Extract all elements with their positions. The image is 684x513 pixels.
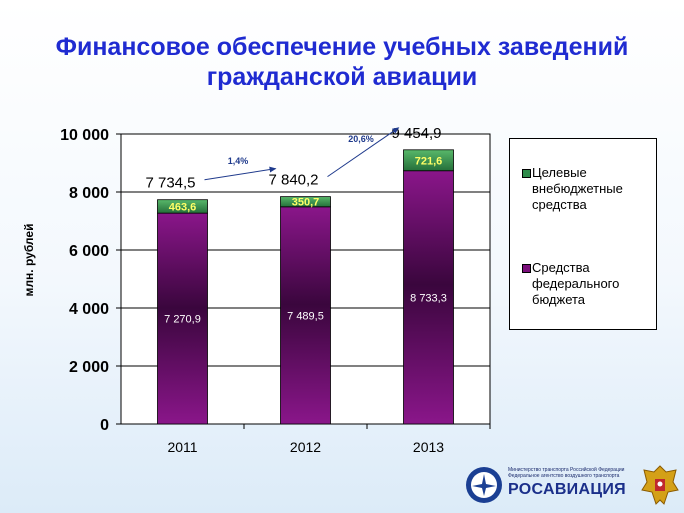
- growth-label-2012-2013: 20,6%: [348, 134, 374, 144]
- total-label-2012: 7 840,2: [268, 172, 318, 189]
- total-label-2013: 9 454,9: [391, 125, 441, 142]
- title-line-1: Финансовое обеспечение учебных заведений: [55, 33, 629, 61]
- x-tick-label-2012: 2012: [290, 439, 321, 455]
- data-label-federal-2013: 8 733,3: [410, 292, 447, 304]
- bar-extra-2013: [403, 149, 454, 172]
- legend-swatch-federal-budget: [522, 264, 531, 273]
- ministry-line-2: Федеральное агентство воздушного транспо…: [508, 473, 620, 479]
- growth-arrow-2012-2013: [327, 127, 400, 178]
- x-tick-label-2013: 2013: [413, 439, 444, 455]
- data-label-federal-2011: 7 270,9: [164, 314, 201, 326]
- bar-federal-2012: [280, 206, 331, 425]
- y-tick-label: 8 000: [69, 185, 109, 202]
- y-tick-label: 4 000: [69, 301, 109, 318]
- y-tick-label: 10 000: [60, 127, 109, 144]
- title-line-2: гражданской авиации: [206, 63, 478, 91]
- chart-legend: Целевые внебюджетные средства Средства ф…: [509, 138, 657, 330]
- y-axis-label: млн. рублей: [22, 224, 36, 297]
- y-tick-label: 0: [100, 417, 109, 434]
- growth-arrow-2011-2012: [204, 166, 277, 181]
- total-label-2011: 7 734,5: [145, 175, 195, 192]
- coat-of-arms-icon: [641, 465, 679, 505]
- growth-label-2011-2012: 1,4%: [228, 156, 249, 166]
- data-label-extra-2011: 463,6: [169, 201, 197, 213]
- ministry-text: Министерство транспорта Российской Федер…: [508, 467, 624, 479]
- x-tick-label-2011: 2011: [167, 439, 197, 455]
- bar-federal-2013: [403, 170, 454, 425]
- rosaviatsiya-emblem-icon: [466, 467, 502, 503]
- data-label-federal-2012: 7 489,5: [287, 310, 324, 322]
- bar-extra-2012: [280, 196, 331, 208]
- y-tick-label: 2 000: [69, 359, 109, 376]
- data-label-extra-2013: 721,6: [415, 155, 443, 167]
- legend-label-extra-budget: Целевые внебюджетные средства: [532, 165, 623, 212]
- y-tick-label: 6 000: [69, 243, 109, 260]
- bar-extra-2011: [157, 199, 208, 214]
- footer-logo: Министерство транспорта Российской Федер…: [462, 462, 684, 510]
- legend-swatch-extra-budget: [522, 169, 531, 178]
- bar-federal-2011: [157, 212, 208, 425]
- page-title: Финансовое обеспечение учебных заведений…: [0, 32, 684, 92]
- legend-label-federal-budget: Средства федерального бюджета: [532, 260, 620, 307]
- data-label-extra-2012: 350,7: [292, 197, 320, 209]
- brand-name: РОСАВИАЦИЯ: [508, 481, 626, 498]
- ministry-line-1: Министерство транспорта Российской Федер…: [508, 467, 625, 473]
